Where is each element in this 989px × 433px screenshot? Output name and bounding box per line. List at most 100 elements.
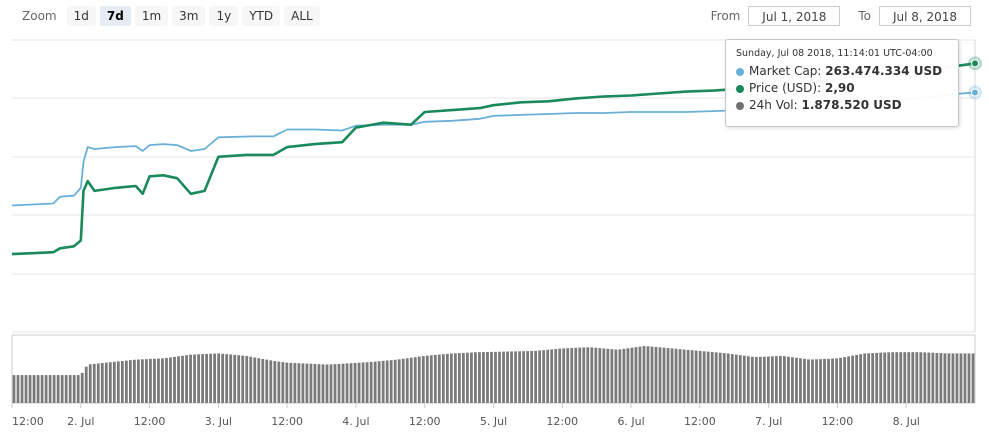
- volume-bar: [104, 362, 108, 403]
- volume-bar: [341, 363, 345, 403]
- volume-bar: [80, 372, 84, 403]
- volume-bar: [526, 351, 530, 403]
- volume-bar: [409, 357, 413, 403]
- volume-bar: [498, 351, 501, 403]
- volume-bar: [634, 347, 638, 403]
- zoom-7d-button[interactable]: 7d: [99, 6, 131, 26]
- volume-bar: [478, 352, 481, 403]
- zoom-all-button[interactable]: ALL: [284, 6, 320, 26]
- volume-bar: [843, 357, 846, 403]
- volume-bar: [293, 363, 297, 403]
- volume-bar: [903, 352, 907, 403]
- zoom-ytd-button[interactable]: YTD: [242, 6, 281, 26]
- x-tick-label: 12:00: [409, 415, 441, 428]
- volume-bar: [891, 352, 895, 403]
- volume-bar: [546, 349, 550, 403]
- volume-bar: [56, 375, 60, 403]
- volume-bar: [911, 352, 915, 403]
- price-dot: [736, 84, 744, 93]
- volume-bar: [594, 347, 598, 403]
- volume-bar: [947, 353, 951, 403]
- volume-bar: [678, 349, 682, 403]
- volume-bar: [337, 363, 341, 403]
- volume-bar: [598, 348, 602, 403]
- zoom-1d-button[interactable]: 1d: [66, 6, 96, 26]
- volume-bar: [72, 375, 76, 403]
- volume-bar: [630, 347, 634, 403]
- volume-bar: [518, 351, 521, 403]
- volume-bar: [417, 356, 421, 403]
- volume-bar: [899, 352, 903, 403]
- volume-bar: [333, 364, 337, 403]
- volume-bar: [181, 355, 184, 403]
- volume-bar: [429, 355, 433, 403]
- x-tick-label: 12:00: [12, 415, 44, 428]
- volume-bar: [301, 363, 305, 403]
- volume-bar: [40, 375, 44, 403]
- volume-bar: [883, 352, 887, 403]
- volume-bar: [401, 358, 405, 403]
- volume-bar: [726, 353, 730, 403]
- volume-bar: [827, 358, 830, 403]
- volume-bar: [205, 353, 209, 403]
- zoom-3m-button[interactable]: 3m: [172, 6, 206, 26]
- volume-bar: [770, 356, 774, 403]
- volume-bar: [305, 363, 309, 403]
- volume-bar: [124, 360, 128, 403]
- volume-bar: [859, 354, 863, 403]
- volume-bar: [92, 363, 96, 403]
- volume-bar: [325, 364, 329, 403]
- volume-bar: [967, 353, 971, 403]
- volume-bar: [907, 352, 911, 403]
- volume-bar: [554, 349, 558, 403]
- volume-bar: [654, 346, 658, 403]
- from-date-input[interactable]: Jul 1, 2018: [748, 6, 841, 26]
- volume-bar: [257, 358, 261, 403]
- x-tick-label: 12:00: [271, 415, 303, 428]
- x-tick-label: 7. Jul: [755, 415, 782, 428]
- date-range: From Jul 1, 2018 To Jul 8, 2018: [693, 6, 971, 26]
- volume-bar: [357, 362, 361, 403]
- volume-bar: [923, 352, 927, 403]
- tooltip-row-market-cap: Market Cap: 263.474.334 USD: [736, 63, 948, 80]
- volume-bar: [722, 353, 726, 403]
- volume-bar: [149, 358, 152, 403]
- volume-bar: [470, 352, 473, 403]
- volume-bar: [173, 356, 176, 403]
- volume-bar: [44, 375, 48, 403]
- volume-bar: [618, 349, 622, 403]
- volume-bar: [694, 350, 698, 403]
- zoom-label: Zoom: [22, 9, 57, 23]
- volume-bar: [710, 352, 714, 403]
- volume-bar: [815, 359, 818, 403]
- volume-bar: [433, 354, 437, 403]
- zoom-1m-button[interactable]: 1m: [134, 6, 169, 26]
- volume-bar: [638, 346, 642, 403]
- volume-bar: [831, 358, 834, 403]
- volume-bar: [317, 364, 321, 403]
- volume-bar: [253, 357, 257, 403]
- volume-bar: [762, 356, 766, 403]
- volume-bar: [774, 356, 778, 403]
- volume-bar: [871, 353, 875, 403]
- volume-bar: [132, 359, 136, 403]
- to-date-input[interactable]: Jul 8, 2018: [879, 6, 971, 26]
- x-tick-label: 8. Jul: [893, 415, 920, 428]
- tooltip-row-volume: 24h Vol: 1.878.520 USD: [736, 97, 948, 114]
- zoom-bar: Zoom 1d 7d 1m 3m 1y YTD ALL: [8, 6, 324, 26]
- from-label: From: [710, 9, 741, 23]
- volume-bar: [698, 350, 702, 403]
- volume-bar: [718, 352, 722, 403]
- volume-bar: [935, 352, 939, 403]
- x-tick-label: 12:00: [684, 415, 716, 428]
- x-tick-label: 6. Jul: [617, 415, 644, 428]
- volume-bar: [863, 353, 867, 403]
- volume-bar: [68, 375, 72, 403]
- volume-bar: [474, 352, 477, 403]
- volume-bar: [64, 375, 68, 403]
- x-tick-label: 12:00: [822, 415, 854, 428]
- zoom-1y-button[interactable]: 1y: [209, 6, 239, 26]
- volume-bar: [646, 346, 650, 403]
- volume-bar: [389, 360, 393, 403]
